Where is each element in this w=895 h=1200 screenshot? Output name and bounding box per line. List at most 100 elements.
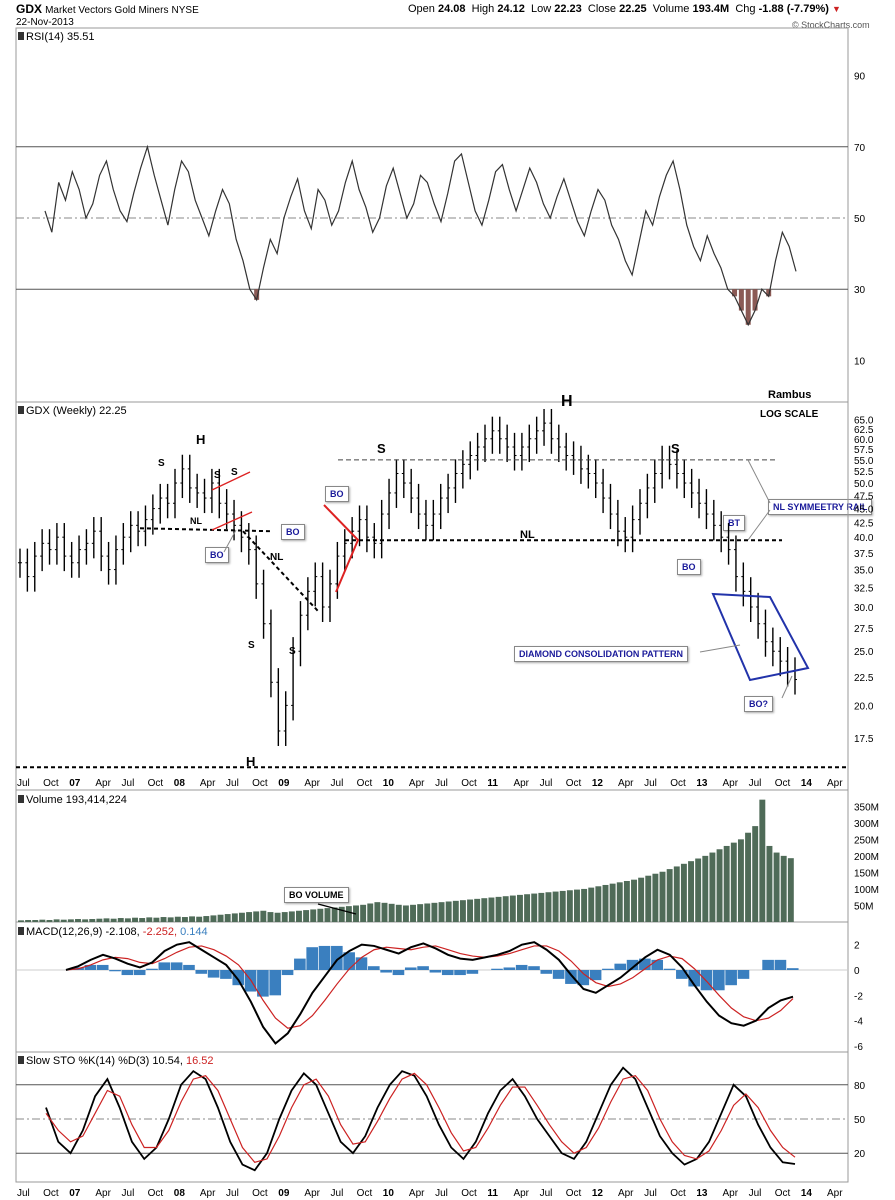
macd-histogram-bar xyxy=(713,970,725,991)
volume-bar xyxy=(666,869,673,922)
volume-bar xyxy=(53,919,60,922)
macd-histogram-bar xyxy=(565,970,577,984)
price-xtick-9: Oct xyxy=(252,778,268,789)
volume-bar xyxy=(267,912,274,922)
volume-bar xyxy=(631,879,637,922)
sto-xtick-24: Jul xyxy=(644,1188,657,1199)
sto-xtick-18: 11 xyxy=(487,1188,498,1199)
macd-histogram-bar xyxy=(503,967,516,970)
price-xtick-13: Oct xyxy=(357,778,373,789)
macd-histogram-bar xyxy=(602,968,614,970)
sto-tick-50: 50 xyxy=(854,1115,866,1126)
macd-histogram-bar xyxy=(146,968,158,970)
volume-bar xyxy=(110,918,117,922)
red-wedge-top xyxy=(211,471,251,491)
price-xtick-3: Apr xyxy=(95,778,111,789)
sto-xtick-29: Oct xyxy=(775,1188,791,1199)
sto-tick-80: 80 xyxy=(854,1081,866,1092)
price-tick-55: 55.0 xyxy=(854,456,874,467)
volume-bar xyxy=(39,919,46,922)
callout-pointer xyxy=(747,509,771,541)
volume-bar xyxy=(224,914,231,922)
macd-histogram-bar xyxy=(318,945,331,970)
volume-bar xyxy=(574,889,580,922)
shoulder-label-2: S xyxy=(231,467,238,478)
volume-bar xyxy=(89,919,96,922)
volume-bar xyxy=(737,839,744,922)
volume-title: Volume 193,414,224 xyxy=(18,794,127,806)
volume-bar xyxy=(723,845,730,922)
chart-header-symbol: GDX Market Vectors Gold Miners NYSE xyxy=(16,2,199,16)
volume-bar xyxy=(82,919,89,922)
callout-bo-volume: BO VOLUME xyxy=(284,887,349,903)
volume-bar xyxy=(609,883,616,922)
macd-line xyxy=(65,941,794,1045)
volume-bar xyxy=(481,898,488,922)
price-tick-22.5: 22.5 xyxy=(854,673,874,684)
nl-label-3: NL xyxy=(520,529,535,541)
volume-bar xyxy=(32,920,39,922)
log-scale-label: LOG SCALE xyxy=(760,409,819,420)
macd-histogram-bar xyxy=(762,959,774,970)
volume-bar xyxy=(659,871,666,922)
volume-bar xyxy=(673,866,680,922)
sto-xtick-17: Oct xyxy=(461,1188,477,1199)
panel-icon xyxy=(18,927,24,935)
price-xtick-5: Oct xyxy=(148,778,164,789)
price-xtick-21: Oct xyxy=(566,778,582,789)
macd-histogram-bar xyxy=(170,962,183,970)
sto-xtick-26: 13 xyxy=(696,1188,708,1199)
sto-xtick-5: Oct xyxy=(148,1188,164,1199)
macd-histogram-bar xyxy=(676,970,688,979)
macd-histogram-bar xyxy=(626,959,639,970)
volume-bar xyxy=(331,907,338,922)
volume-bar xyxy=(680,863,687,922)
volume-bar xyxy=(75,919,81,922)
price-tick-60: 60.0 xyxy=(854,435,874,446)
price-xtick-22: 12 xyxy=(592,778,604,789)
chart-date: 22-Nov-2013 xyxy=(16,17,74,28)
volume-bar xyxy=(160,917,167,922)
price-tick-27.5: 27.5 xyxy=(854,624,874,635)
volume-bar xyxy=(438,902,445,922)
callout-bo-2: BO xyxy=(281,524,305,540)
volume-bar xyxy=(509,895,516,922)
price-tick-32.5: 32.5 xyxy=(854,584,874,595)
macd-histogram-bar xyxy=(343,952,355,970)
sto-xtick-23: Apr xyxy=(618,1188,634,1199)
panel-icon xyxy=(18,406,24,414)
macd-histogram-bar xyxy=(294,958,306,970)
volume-bar xyxy=(588,887,595,922)
volume-bar xyxy=(146,917,153,922)
callout-bo-1: BO xyxy=(205,547,229,563)
shoulder-label-4: S xyxy=(289,646,296,657)
panel-frame-vol xyxy=(15,789,849,923)
rsi-tick-30: 30 xyxy=(854,285,866,296)
price-title: GDX (Weekly) 22.25 xyxy=(18,405,127,417)
price-xtick-4: Jul xyxy=(122,778,135,789)
red-wedge-bottom xyxy=(211,511,253,531)
volume-bar xyxy=(730,842,737,922)
panel-icon xyxy=(18,32,24,40)
volume-bar xyxy=(709,852,716,922)
sto-xtick-6: 08 xyxy=(174,1188,186,1199)
macd-histogram-bar xyxy=(737,970,750,979)
volume-bar xyxy=(360,904,367,922)
volume-bar xyxy=(766,845,773,922)
volume-bar xyxy=(616,882,623,922)
volume-bar xyxy=(388,903,395,922)
price-xtick-1: Oct xyxy=(43,778,59,789)
exchange: NYSE xyxy=(171,5,199,16)
volume-bar xyxy=(467,899,474,922)
volume-tick-250: 250M xyxy=(854,835,879,846)
macd-histogram-bar xyxy=(109,970,121,972)
macd-histogram-bar xyxy=(121,970,134,976)
volume-tick-100: 100M xyxy=(854,885,879,896)
macd-histogram-bar xyxy=(774,959,787,970)
macd-histogram-bar xyxy=(195,970,208,974)
sto-xtick-13: Oct xyxy=(357,1188,373,1199)
volume-bar xyxy=(310,909,317,922)
neckline-1 xyxy=(139,527,271,533)
volume-bar xyxy=(324,908,331,922)
price-xtick-19: Apr xyxy=(513,778,529,789)
